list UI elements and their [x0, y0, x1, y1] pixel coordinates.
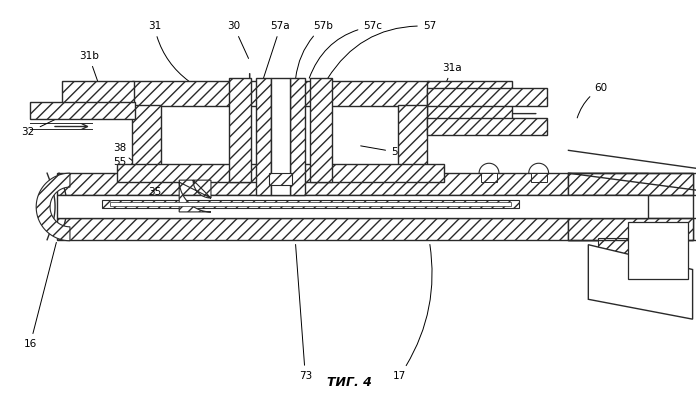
Bar [131, 105, 161, 168]
Text: 9: 9 [295, 173, 313, 183]
Bar [30, 102, 135, 118]
Bar [255, 78, 271, 195]
Text: 57c: 57c [309, 21, 383, 78]
Text: 35: 35 [148, 187, 184, 202]
Bar [628, 222, 688, 280]
Bar [57, 218, 648, 240]
Text: 17: 17 [393, 244, 432, 381]
Bar [110, 202, 511, 206]
Text: 30: 30 [228, 21, 248, 58]
Polygon shape [36, 173, 70, 241]
Bar [568, 218, 692, 240]
Text: 31a: 31a [440, 63, 462, 96]
Bar [568, 173, 692, 195]
Text: 31b: 31b [79, 51, 101, 90]
Text: 55: 55 [113, 157, 167, 167]
Bar [131, 81, 429, 106]
Bar [57, 173, 648, 195]
Bar [269, 173, 292, 185]
Bar [311, 78, 332, 182]
Bar [271, 78, 290, 195]
Bar [62, 81, 133, 106]
Text: 73: 73 [295, 244, 312, 381]
Text: 38: 38 [113, 143, 167, 175]
Text: 57b: 57b [296, 21, 333, 78]
Bar [598, 238, 638, 280]
Text: 60: 60 [577, 83, 608, 118]
Bar [117, 164, 445, 182]
Bar [530, 173, 547, 182]
Bar [290, 78, 305, 195]
Text: ΤИГ. 4: ΤИГ. 4 [327, 376, 371, 389]
Polygon shape [179, 180, 211, 212]
Bar [481, 173, 497, 182]
Polygon shape [588, 245, 692, 319]
Text: 57a: 57a [263, 21, 290, 78]
Text: 57: 57 [327, 21, 436, 78]
Bar [57, 195, 648, 218]
Bar [427, 81, 512, 120]
Text: 53: 53 [361, 146, 404, 157]
Text: 16: 16 [24, 242, 57, 349]
Bar [398, 105, 427, 168]
Text: 32: 32 [22, 120, 54, 138]
Bar [102, 200, 519, 208]
Bar [427, 88, 547, 106]
Bar [229, 78, 251, 182]
Bar [568, 173, 692, 240]
Bar [427, 118, 547, 136]
Text: 34: 34 [482, 83, 510, 104]
Text: 31: 31 [148, 21, 189, 81]
